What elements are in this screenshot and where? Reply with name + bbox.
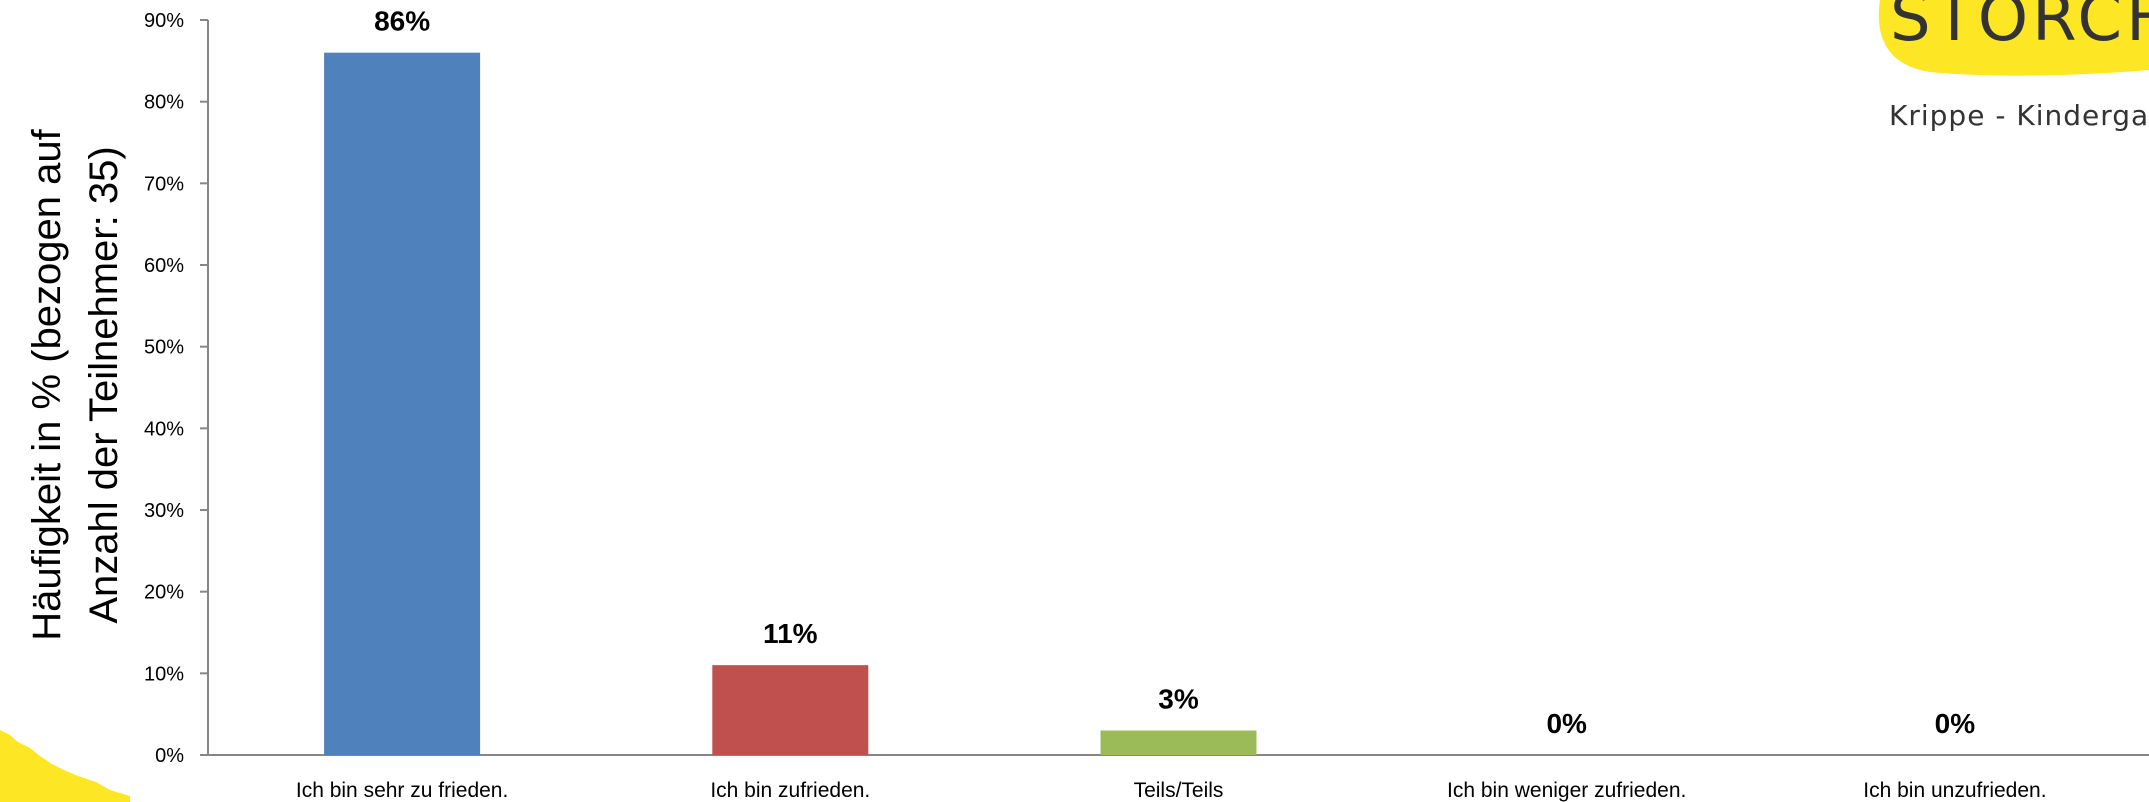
data-label: 86% — [374, 6, 430, 37]
data-labels: 86% 11% 3% 0% 0% — [374, 6, 1975, 739]
y-tick-label: 80% — [144, 92, 184, 114]
y-tick-label: 20% — [144, 582, 184, 604]
y-axis-ticks: 0% 10% 20% 30% 40% 50% 60% 70% 80% 90% — [144, 10, 208, 767]
data-label: 0% — [1546, 708, 1587, 739]
y-tick-label: 60% — [144, 255, 184, 277]
y-tick-label: 90% — [144, 10, 184, 32]
decorative-corner-shape — [0, 730, 130, 802]
y-axis-label: Häufigkeit in % (bezogen auf Anzahl der … — [25, 128, 126, 640]
category-labels: Ich bin sehr zu frieden. Ich bin zufriede… — [296, 779, 2047, 802]
logo-yellow-blob — [1878, 0, 2149, 76]
logo-name: STORCHENNEST — [1890, 0, 2149, 56]
category-label: Ich bin weniger zufrieden. — [1447, 779, 1686, 802]
y-tick-label: 50% — [144, 337, 184, 359]
y-tick-label: 0% — [155, 745, 184, 767]
category-label: Ich bin zufrieden. — [710, 779, 870, 802]
data-label: 3% — [1158, 684, 1199, 715]
y-tick-label: 70% — [144, 173, 184, 195]
logo-tagline: Krippe - Kindergarten — [1889, 99, 2149, 132]
bar — [324, 52, 481, 755]
category-label: Teils/Teils — [1134, 779, 1224, 802]
data-label: 0% — [1935, 708, 1976, 739]
y-tick-label: 10% — [144, 663, 184, 685]
bars — [324, 52, 1257, 755]
category-label: Ich bin sehr zu frieden. — [296, 779, 508, 802]
y-axis-label-line-2: Anzahl der Teilnehmer: 35) — [82, 146, 126, 623]
y-tick-label: 30% — [144, 500, 184, 522]
y-tick-label: 40% — [144, 418, 184, 440]
bar — [1100, 730, 1257, 755]
bar — [712, 665, 869, 755]
y-axis-label-line-1: Häufigkeit in % (bezogen auf — [25, 128, 69, 640]
category-label: Ich bin unzufrieden. — [1863, 779, 2046, 802]
data-label: 11% — [763, 618, 818, 649]
logo: STORCHENNEST Krippe - Kindergarten — [1878, 0, 2149, 132]
